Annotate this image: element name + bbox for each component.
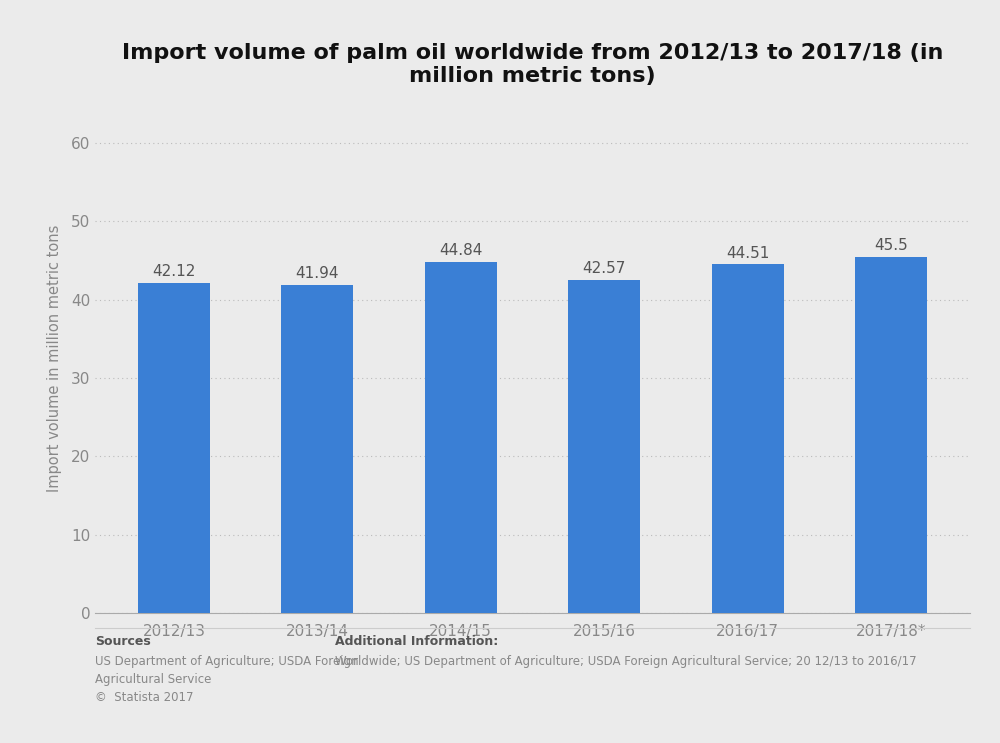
- Text: 41.94: 41.94: [296, 266, 339, 281]
- Text: 44.84: 44.84: [439, 243, 482, 258]
- Text: US Department of Agriculture; USDA Foreign
Agricultural Service
©  Statista 2017: US Department of Agriculture; USDA Forei…: [95, 655, 359, 704]
- Text: Sources: Sources: [95, 635, 151, 648]
- Bar: [855, 256, 927, 613]
- Bar: [281, 285, 353, 613]
- Text: 45.5: 45.5: [874, 238, 908, 253]
- Bar: [712, 265, 784, 613]
- Bar: [138, 283, 210, 613]
- Text: 42.57: 42.57: [583, 261, 626, 276]
- Text: Additional Information:: Additional Information:: [335, 635, 498, 648]
- Text: 42.12: 42.12: [152, 265, 196, 279]
- Text: Worldwide; US Department of Agriculture; USDA Foreign Agricultural Service; 20 1: Worldwide; US Department of Agriculture;…: [335, 655, 917, 668]
- Text: 44.51: 44.51: [726, 245, 769, 261]
- Title: Import volume of palm oil worldwide from 2012/13 to 2017/18 (in
million metric t: Import volume of palm oil worldwide from…: [122, 42, 943, 85]
- Bar: [568, 279, 640, 613]
- Bar: [425, 262, 497, 613]
- Y-axis label: Import volume in million metric tons: Import volume in million metric tons: [47, 225, 62, 492]
